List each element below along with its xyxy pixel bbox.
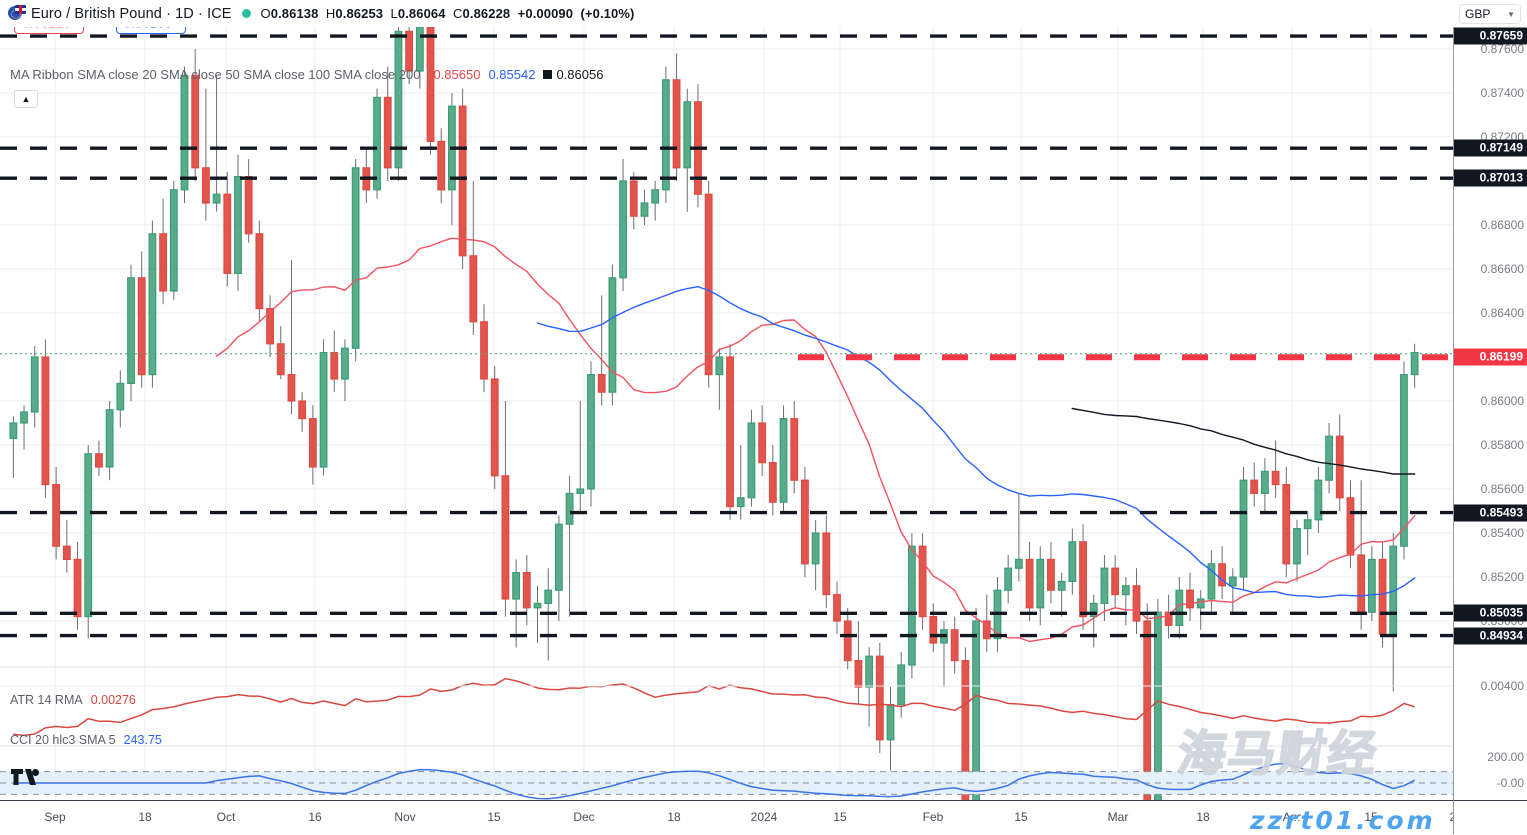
- live-status-dot: [241, 9, 251, 18]
- time-tick-label: Sep: [44, 810, 66, 824]
- time-tick-label: Oct: [216, 810, 236, 824]
- moving-average-lines: [215, 237, 1416, 643]
- close-value: 0.86228: [462, 6, 511, 21]
- time-tick-label: Mar: [1107, 810, 1129, 824]
- currency-selector[interactable]: GBP ▼: [1459, 4, 1521, 24]
- time-tick-label: 18: [1196, 810, 1210, 824]
- price-tick-label: 0.85200: [1480, 570, 1524, 584]
- time-axis-corner: [1453, 800, 1527, 834]
- symbol-title[interactable]: Euro / British Pound · 1D · ICE: [31, 5, 232, 22]
- chart-plot-area[interactable]: [0, 27, 1453, 800]
- open-label: O: [260, 6, 271, 21]
- low-value: 0.86064: [397, 6, 446, 21]
- time-tick-label: 15: [487, 810, 501, 824]
- change-value: +0.00090: [517, 6, 574, 21]
- cci-value: 243.75: [123, 733, 162, 747]
- indicator-tick-label: 0.00400: [1480, 679, 1524, 693]
- time-tick-label: Feb: [922, 810, 944, 824]
- time-tick-label: 15: [1364, 810, 1378, 824]
- open-value: 0.86138: [270, 6, 319, 21]
- price-highlight-label[interactable]: 0.87659: [1454, 27, 1527, 45]
- tradingview-logo-icon[interactable]: [10, 766, 40, 788]
- atr-title: ATR 14 RMA: [10, 693, 83, 707]
- price-tick-label: 0.85400: [1480, 526, 1524, 540]
- time-tick-label: Nov: [394, 810, 416, 824]
- close-label: C: [453, 6, 463, 21]
- high-label: H: [325, 6, 336, 21]
- currency-value: GBP: [1465, 7, 1491, 21]
- time-tick-label: Dec: [573, 810, 595, 824]
- ma-value-blue: 0.85542: [488, 67, 536, 82]
- high-value: 0.86253: [335, 6, 384, 21]
- time-tick-label: 2024: [750, 810, 778, 824]
- time-tick-label: 18: [667, 810, 681, 824]
- chevron-down-icon: ▼: [1507, 9, 1515, 19]
- grid-layer: [0, 27, 1453, 800]
- price-tick-label: 0.87400: [1480, 86, 1524, 100]
- chart-header: Euro / British Pound · 1D · ICE O0.86138…: [0, 0, 1527, 27]
- chevron-up-icon: ▲: [21, 94, 31, 104]
- price-tick-label: 0.86000: [1480, 394, 1524, 408]
- low-label: L: [390, 6, 398, 21]
- time-tick-label: 15: [1014, 810, 1028, 824]
- collapse-pane-button[interactable]: ▲: [14, 90, 38, 108]
- time-tick-label: 18: [138, 810, 152, 824]
- ma-value-black: 0.86056: [556, 67, 604, 82]
- price-tick-label: 0.86600: [1480, 262, 1524, 276]
- price-highlight-label[interactable]: 0.85493: [1454, 504, 1527, 522]
- indicator-tick-label: -0.00: [1496, 776, 1524, 790]
- price-highlight-label[interactable]: 0.86199: [1454, 348, 1527, 366]
- time-tick-label: Apr: [1282, 810, 1302, 824]
- cci-title: CCI 20 hlc3 SMA 5: [10, 733, 116, 747]
- price-axis[interactable]: 0.87600 0.87400 0.87200 0.86800 0.86600 0.864…: [1453, 27, 1527, 800]
- cci-indicator-legend[interactable]: CCI 20 hlc3 SMA 5 243.75: [10, 733, 162, 747]
- time-tick-label: 29: [1449, 810, 1453, 824]
- time-axis[interactable]: Sep 18 Oct 16 Nov 15 Dec 18 2024 15 Feb 15 Mar 18 Apr 1…: [0, 800, 1453, 834]
- price-highlight-label[interactable]: 0.87013: [1454, 169, 1527, 187]
- price-highlight-label[interactable]: 0.87149: [1454, 139, 1527, 157]
- ma-black-swatch-icon: [543, 70, 553, 79]
- price-tick-label: 0.87600: [1480, 42, 1524, 56]
- atr-value: 0.00276: [90, 693, 136, 707]
- eur-gbp-flag-icon: [8, 5, 26, 22]
- ma-value-red: 0.85650: [433, 67, 481, 82]
- price-tick-label: 0.85800: [1480, 438, 1524, 452]
- time-tick-label: 16: [308, 810, 322, 824]
- price-tick-label: 0.86800: [1480, 218, 1524, 232]
- ma-ribbon-legend[interactable]: MA Ribbon SMA close 20 SMA close 50 SMA …: [10, 67, 603, 82]
- price-highlight-label[interactable]: 0.85035: [1454, 604, 1527, 622]
- price-highlight-label[interactable]: 0.84934: [1454, 627, 1527, 645]
- price-tick-label: 0.86400: [1480, 306, 1524, 320]
- indicator-panes: [0, 677, 1453, 800]
- price-tick-label: 0.85600: [1480, 482, 1524, 496]
- atr-indicator-legend[interactable]: ATR 14 RMA 0.00276: [10, 693, 136, 707]
- time-tick-label: 15: [833, 810, 847, 824]
- horizontal-price-lines: [0, 34, 1453, 638]
- ohlc-readout: O0.86138 H0.86253 L0.86064 C0.86228 +0.0…: [261, 6, 635, 21]
- ma-ribbon-title: MA Ribbon SMA close 20 SMA close 50 SMA …: [10, 67, 421, 82]
- change-percent: (+0.10%): [580, 6, 635, 21]
- legend-divider: [426, 67, 428, 82]
- indicator-tick-label: 200.00: [1487, 750, 1524, 764]
